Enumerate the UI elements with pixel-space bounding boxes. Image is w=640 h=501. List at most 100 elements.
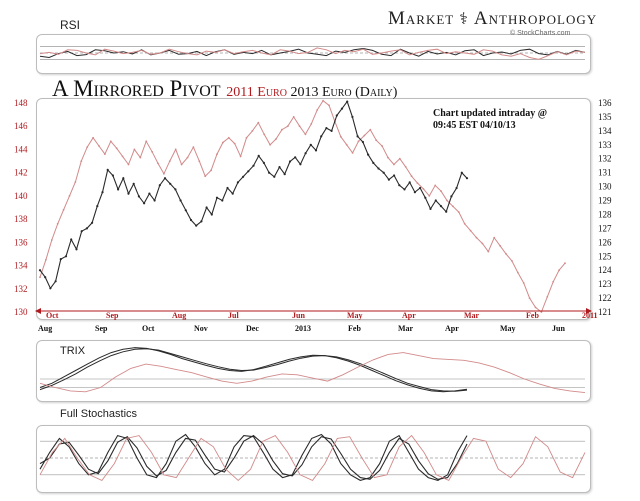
- x-bottom-label: Feb: [348, 324, 361, 333]
- series-2013-point: [70, 238, 73, 241]
- series-2011-point: [281, 128, 283, 131]
- series-2013-point: [158, 184, 161, 187]
- series-2011-point: [127, 163, 130, 166]
- series-2013-point: [346, 100, 349, 103]
- series-2011-point: [487, 250, 490, 253]
- series-2011-point: [511, 260, 513, 262]
- series-2013-point: [226, 186, 229, 190]
- left-axis-tick-label: 132: [14, 284, 28, 294]
- series-2011-point: [174, 148, 177, 151]
- x-bottom-label: Mar: [398, 324, 414, 333]
- x-bottom-label: Nov: [194, 324, 208, 333]
- series-2011-point: [233, 142, 236, 145]
- right-axis-tick-label: 132: [598, 154, 612, 164]
- series-2013-point: [361, 140, 364, 144]
- series-2013-point: [111, 174, 114, 177]
- left-axis-tick-label: 144: [14, 144, 28, 154]
- series-2011-point: [68, 195, 71, 197]
- series-2011-point: [534, 306, 537, 309]
- x-top-label: Feb: [526, 311, 539, 320]
- series-2011-point: [151, 150, 154, 153]
- left-axis-tick-label: 134: [14, 261, 28, 271]
- series-2013-point: [189, 218, 193, 222]
- series-2013-point: [351, 115, 354, 118]
- series-2011-point: [351, 152, 354, 154]
- series-2013-point: [429, 207, 432, 210]
- series-2011-point: [393, 163, 395, 166]
- rsi-title: RSI: [60, 18, 81, 32]
- x-bottom-label: May: [500, 324, 516, 333]
- x-top-label: 2011: [582, 311, 598, 320]
- series-2013-point: [132, 182, 135, 185]
- series-2011-point: [446, 199, 448, 202]
- series-2013-point: [38, 269, 42, 272]
- x-top-label: Jul: [228, 311, 239, 320]
- x-bottom-label: Dec: [246, 324, 259, 333]
- rsi-series-line: [39, 47, 586, 60]
- series-2013-point: [96, 205, 99, 208]
- caduceus-icon: ⚕: [459, 11, 469, 28]
- subtitle-2013: 2013 Euro (Daily): [290, 85, 398, 100]
- series-2013-point: [252, 164, 255, 167]
- baseline-arrow-left: [35, 308, 41, 314]
- series-2013-point: [330, 129, 333, 132]
- series-2013-point: [367, 153, 370, 156]
- series-2013-point: [408, 181, 411, 184]
- x-top-label: Apr: [402, 311, 416, 320]
- series-2013-point: [372, 161, 375, 164]
- series-2013-point: [419, 186, 422, 190]
- series-2011-point: [186, 156, 189, 159]
- series-2011-point: [168, 160, 171, 163]
- series-2011-point: [292, 116, 295, 118]
- series-2013-point: [288, 160, 292, 163]
- x-top-label: Jun: [292, 311, 305, 320]
- series-2013-point: [278, 166, 281, 169]
- series-2011-point: [440, 190, 442, 193]
- series-2013-point: [340, 107, 344, 110]
- series-2013-point: [59, 258, 62, 261]
- baseline-arrow-right: [586, 308, 592, 314]
- series-2013-point: [143, 202, 146, 205]
- series-2013-point: [335, 114, 338, 117]
- series-2013-point: [215, 196, 219, 199]
- brand-logo: Market ⚕ Anthropology: [388, 8, 597, 30]
- series-2011-point: [62, 208, 65, 211]
- series-2011-point: [481, 242, 484, 245]
- x-bottom-label: Sep: [95, 324, 108, 333]
- stoch-title: Full Stochastics: [60, 408, 138, 420]
- series-2013-point: [325, 127, 328, 130]
- series-2011-point: [210, 169, 213, 172]
- series-2011-point: [422, 188, 425, 190]
- brand-left: Market: [388, 8, 455, 29]
- right-axis-tick-label: 136: [598, 98, 612, 108]
- series-2011-point: [357, 140, 360, 143]
- series-2011-point: [39, 276, 41, 279]
- series-2011-point: [322, 99, 324, 102]
- right-axis-tick-label: 122: [598, 293, 612, 303]
- series-2011-point: [45, 258, 47, 261]
- right-axis-tick-label: 126: [598, 237, 612, 247]
- series-2013-point: [413, 191, 416, 194]
- series-2013-point: [304, 152, 307, 155]
- series-2011-point: [204, 175, 207, 178]
- rsi-series-line: [39, 47, 586, 59]
- stoch-panel-frame: [36, 425, 591, 493]
- series-2013-point: [106, 168, 109, 171]
- series-2011-point: [381, 145, 383, 147]
- x-top-label: Oct: [46, 311, 59, 320]
- series-2011-point: [469, 229, 472, 232]
- series-2011-point: [404, 166, 407, 168]
- series-2013-point: [382, 171, 385, 174]
- series-2013-point: [393, 174, 396, 177]
- series-2011-point: [139, 156, 142, 159]
- series-2011-point: [463, 222, 466, 225]
- series-2013-point: [242, 175, 245, 178]
- series-2011-point: [163, 172, 165, 175]
- series-2011-point: [115, 147, 118, 150]
- series-2011-point: [227, 136, 230, 139]
- series-2011-point: [522, 282, 525, 284]
- x-top-label: Aug: [172, 311, 186, 320]
- chart-subtitle: 2011 Euro 2013 Euro (Daily): [226, 85, 397, 100]
- series-2011-point: [104, 153, 106, 156]
- series-2013-point: [262, 161, 265, 164]
